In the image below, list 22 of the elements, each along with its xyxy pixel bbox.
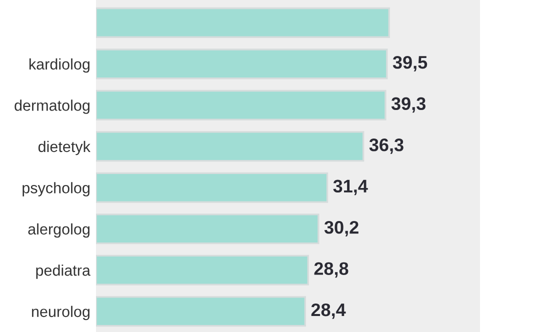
- y-tick-label: dietetyk: [38, 140, 90, 156]
- y-tick-label: alergolog: [28, 223, 90, 238]
- data-label: 39,3: [391, 97, 426, 113]
- bar: [96, 90, 386, 120]
- y-tick-label: psycholog: [22, 182, 90, 196]
- y-tick-label: neurolog: [32, 306, 90, 320]
- data-label: 30,2: [324, 220, 358, 236]
- bar: [96, 131, 364, 162]
- data-label: 28,4: [311, 303, 346, 319]
- bar: [96, 7, 390, 38]
- data-label: 31,4: [333, 180, 368, 196]
- y-tick-label: kardiolog: [29, 58, 90, 73]
- bar: [96, 172, 328, 203]
- y-tick-label: dermatolog: [14, 100, 90, 114]
- y-tick-label: pediatra: [36, 264, 90, 279]
- data-label: 39,5: [392, 56, 428, 72]
- bar: [96, 296, 306, 327]
- bar: [96, 214, 320, 244]
- data-label: 28,8: [314, 262, 348, 278]
- data-label: 36,3: [369, 138, 404, 154]
- bar: [96, 48, 388, 80]
- bar: [96, 254, 309, 286]
